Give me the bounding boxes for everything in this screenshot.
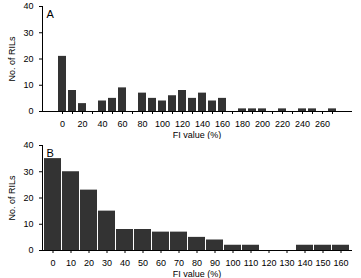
svg-text:0: 0 bbox=[50, 258, 55, 268]
svg-text:140: 140 bbox=[195, 119, 210, 129]
svg-text:40: 40 bbox=[23, 140, 33, 150]
svg-text:10: 10 bbox=[66, 258, 76, 268]
svg-text:100: 100 bbox=[225, 258, 240, 268]
svg-text:160: 160 bbox=[215, 119, 230, 129]
svg-text:10: 10 bbox=[23, 80, 33, 90]
svg-text:260: 260 bbox=[315, 119, 330, 129]
svg-text:A: A bbox=[47, 8, 55, 20]
svg-text:20: 20 bbox=[23, 54, 33, 64]
svg-text:70: 70 bbox=[174, 258, 184, 268]
svg-text:10: 10 bbox=[23, 219, 33, 229]
svg-text:200: 200 bbox=[255, 119, 270, 129]
svg-text:140: 140 bbox=[297, 258, 312, 268]
svg-text:120: 120 bbox=[261, 258, 276, 268]
svg-text:20: 20 bbox=[84, 258, 94, 268]
svg-text:40: 40 bbox=[120, 258, 130, 268]
svg-text:0: 0 bbox=[60, 119, 65, 129]
svg-text:80: 80 bbox=[137, 119, 147, 129]
svg-text:20: 20 bbox=[23, 193, 33, 203]
svg-text:220: 220 bbox=[275, 119, 290, 129]
svg-text:No. of RILs: No. of RILs bbox=[7, 175, 17, 221]
svg-text:180: 180 bbox=[235, 119, 250, 129]
svg-text:240: 240 bbox=[295, 119, 310, 129]
svg-text:160: 160 bbox=[333, 258, 348, 268]
svg-text:FI value (%): FI value (%) bbox=[173, 130, 222, 140]
svg-text:50: 50 bbox=[138, 258, 148, 268]
svg-text:No. of RILs: No. of RILs bbox=[7, 36, 17, 82]
svg-text:30: 30 bbox=[23, 28, 33, 38]
svg-text:40: 40 bbox=[97, 119, 107, 129]
svg-text:60: 60 bbox=[117, 119, 127, 129]
svg-text:110: 110 bbox=[244, 258, 258, 268]
svg-text:30: 30 bbox=[23, 167, 33, 177]
svg-text:B: B bbox=[47, 147, 54, 159]
svg-text:120: 120 bbox=[175, 119, 190, 129]
svg-text:150: 150 bbox=[315, 258, 330, 268]
svg-text:40: 40 bbox=[23, 1, 33, 11]
svg-text:0: 0 bbox=[28, 245, 33, 255]
svg-text:FI value (%): FI value (%) bbox=[173, 269, 222, 278]
svg-text:0: 0 bbox=[28, 106, 33, 116]
svg-text:100: 100 bbox=[155, 119, 170, 129]
svg-text:130: 130 bbox=[279, 258, 294, 268]
svg-text:90: 90 bbox=[210, 258, 220, 268]
svg-text:20: 20 bbox=[77, 119, 87, 129]
svg-text:60: 60 bbox=[156, 258, 166, 268]
svg-text:80: 80 bbox=[192, 258, 202, 268]
svg-text:30: 30 bbox=[102, 258, 112, 268]
